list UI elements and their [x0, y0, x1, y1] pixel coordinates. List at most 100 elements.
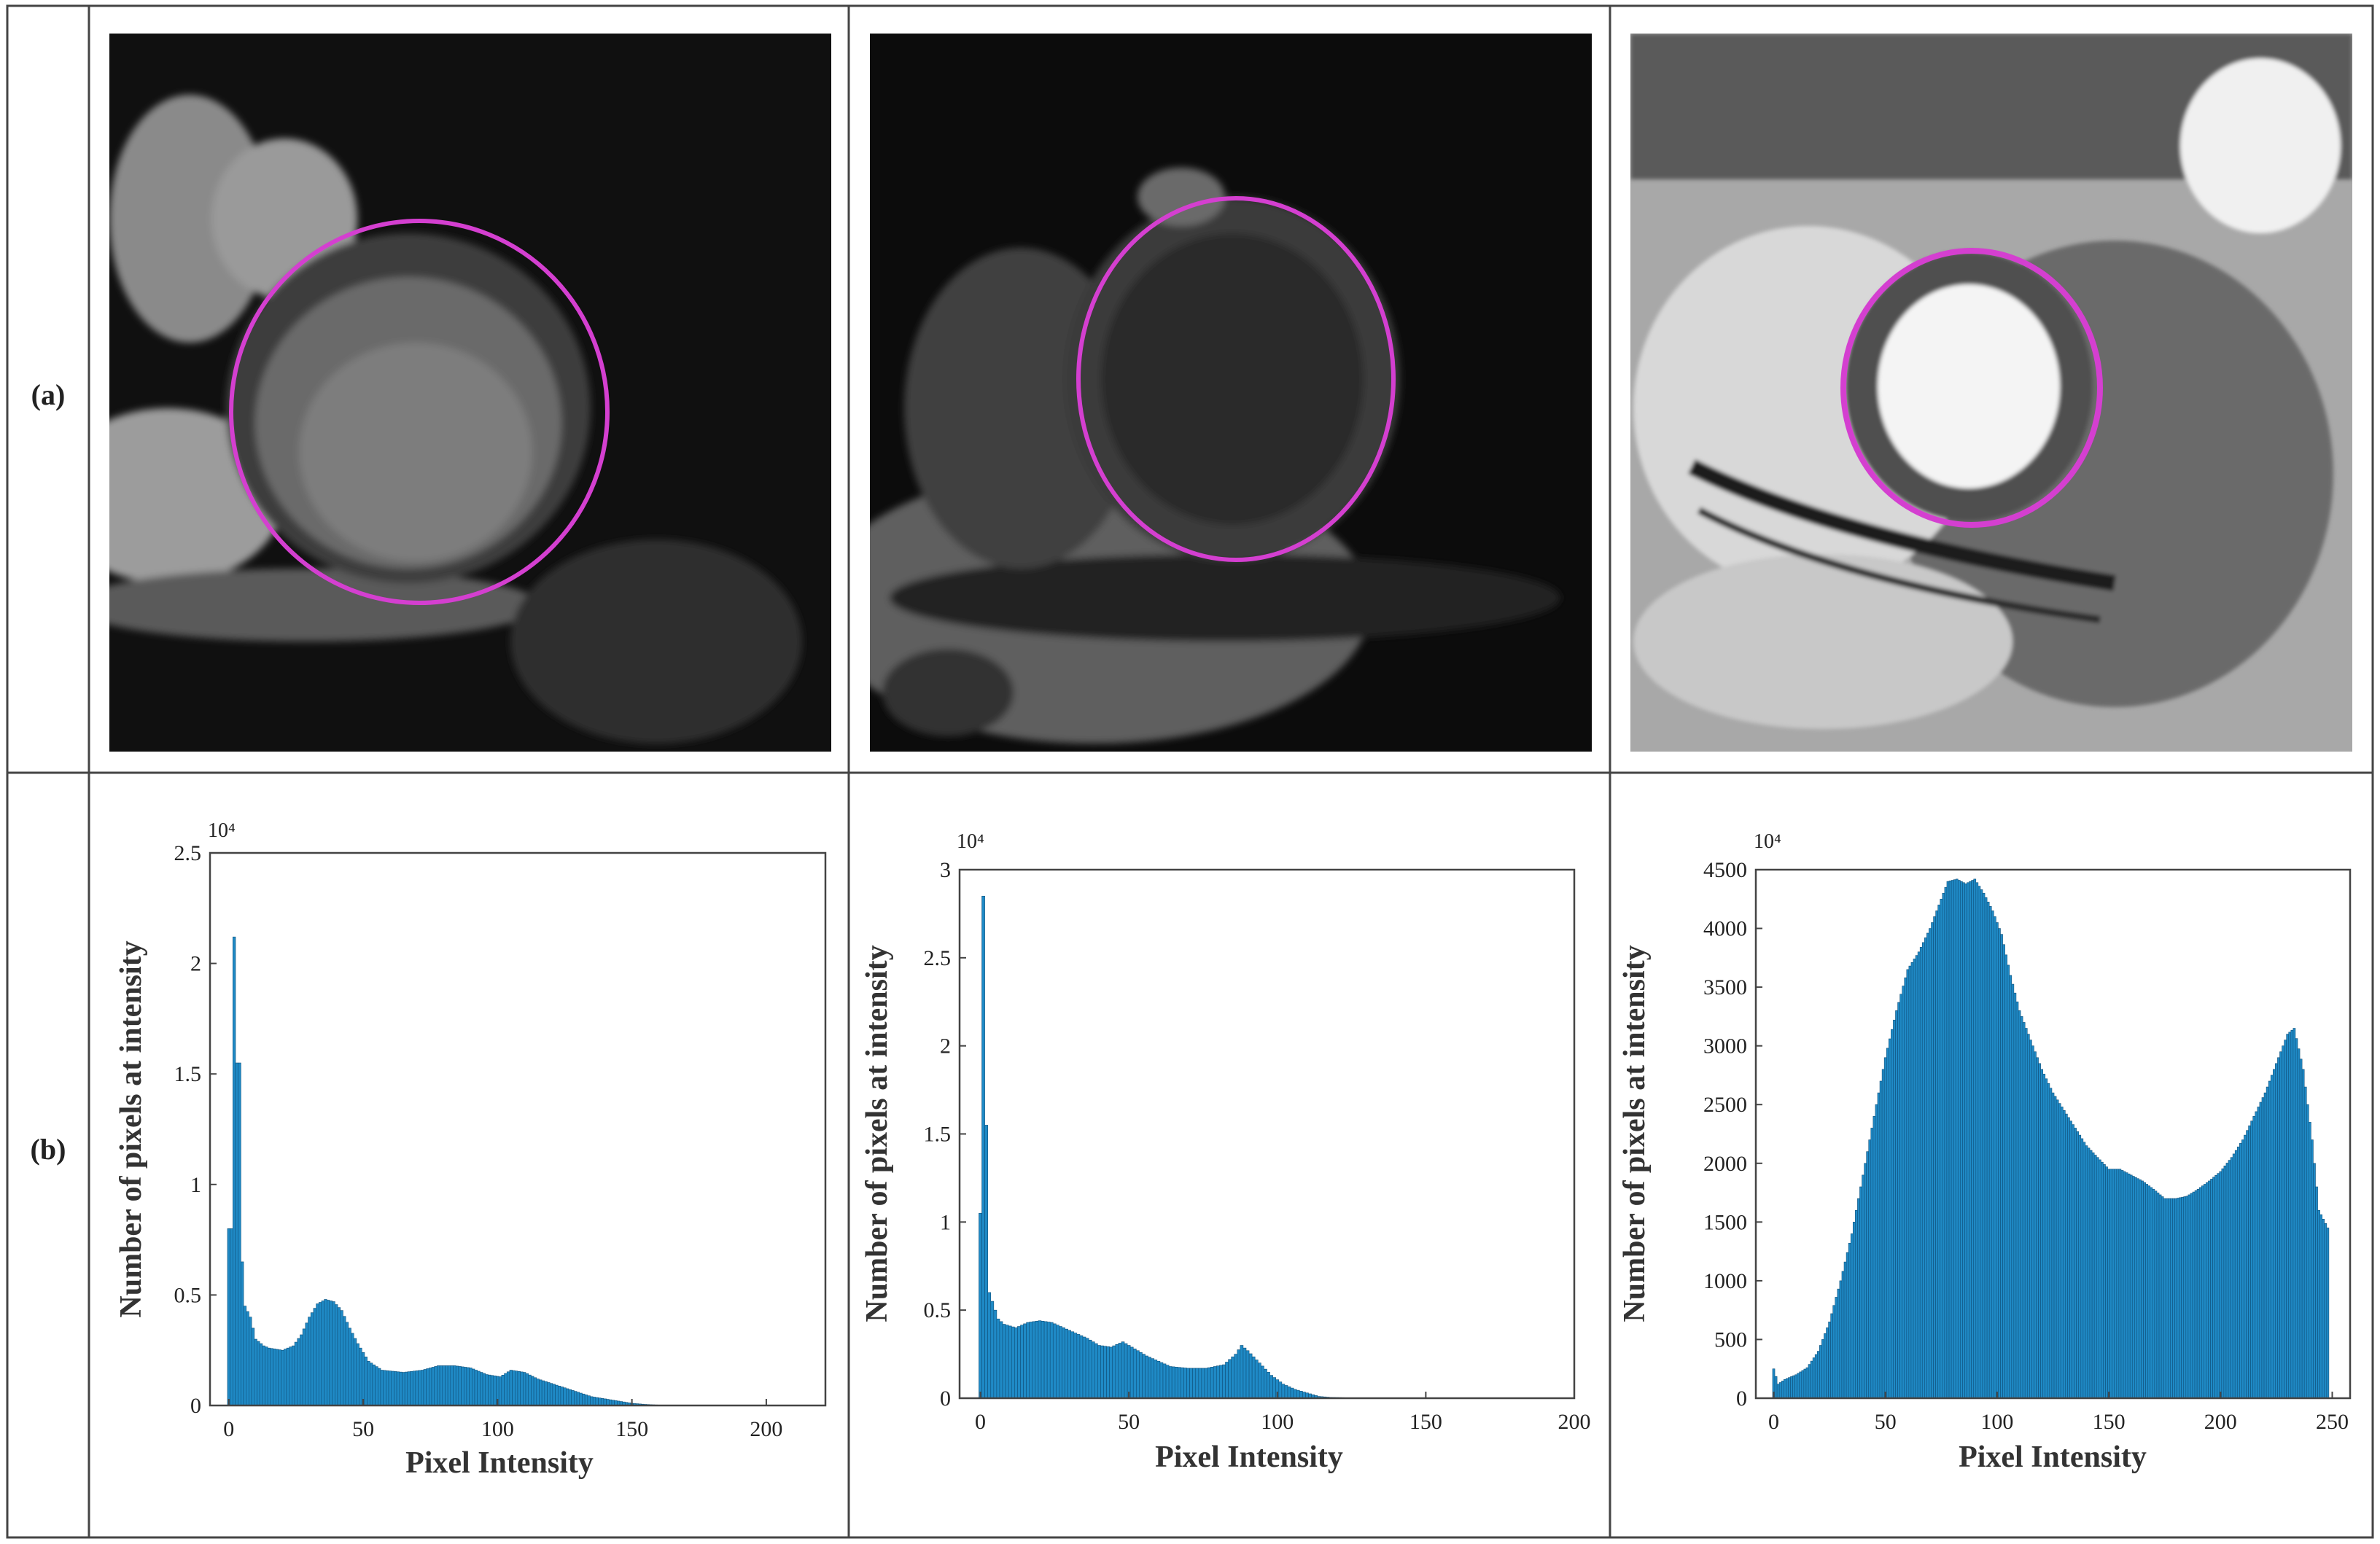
histogram-bar	[2250, 1120, 2254, 1399]
histogram-bar	[418, 1370, 421, 1406]
histogram-bar	[1897, 1002, 1900, 1399]
histogram-bar	[402, 1372, 405, 1406]
histogram-bar	[2078, 1134, 2082, 1399]
x-tick-label: 200	[750, 1417, 782, 1441]
histogram-bar	[1781, 1381, 1784, 1399]
histogram-bar	[2145, 1184, 2149, 1399]
histogram-bar	[2263, 1092, 2267, 1399]
histogram-bar	[1908, 965, 1912, 1399]
histogram-bar	[509, 1370, 513, 1406]
histogram-bar	[2000, 934, 2003, 1399]
x-tick-label: 0	[223, 1417, 234, 1441]
histogram-bar	[450, 1365, 454, 1406]
histogram-bar	[1085, 1338, 1089, 1399]
contour-1	[229, 219, 610, 605]
histogram-bar	[1213, 1366, 1217, 1399]
histogram-bar	[2082, 1142, 2086, 1399]
histogram-bar	[324, 1299, 327, 1406]
histogram-bar	[246, 1311, 249, 1406]
histogram-bar	[528, 1374, 532, 1406]
histogram-bar	[1038, 1320, 1042, 1399]
histogram-bar	[1228, 1359, 1232, 1399]
histogram-bar	[2303, 1086, 2307, 1399]
histogram-bar	[1837, 1288, 1840, 1399]
histogram-bar	[2248, 1125, 2251, 1399]
histogram-bar	[305, 1322, 308, 1406]
histogram-bar	[321, 1301, 324, 1406]
histogram-bar	[378, 1368, 381, 1406]
histogram-bar	[1076, 1334, 1081, 1399]
histogram-bar	[2228, 1160, 2231, 1399]
histogram-bar	[2192, 1191, 2196, 1399]
y-tick-label: 500	[1714, 1327, 1747, 1352]
histogram-bar	[552, 1384, 556, 1406]
y-tick-label: 1	[940, 1210, 951, 1234]
histogram-1: 10⁴ 0 50 100 150 200 0 0.5 1 1.5 2 2.5 Pixel Inte…	[114, 819, 827, 1480]
histogram-bar	[1931, 922, 1934, 1399]
histogram-bar	[270, 1348, 273, 1406]
histogram-bar	[2208, 1180, 2211, 1399]
histogram-bar	[423, 1369, 427, 1406]
histogram-bar	[555, 1384, 559, 1406]
histogram-bar	[1891, 1029, 1894, 1399]
y-axis-label-3: Number of pixels at intensity	[1618, 945, 1652, 1322]
histogram-bar	[600, 1398, 604, 1406]
histogram-bar	[1778, 1382, 1782, 1399]
histogram-bar	[329, 1301, 333, 1406]
histogram-bar	[2190, 1193, 2193, 1399]
plot-frame-1	[209, 851, 827, 1407]
histogram-bar	[2257, 1107, 2260, 1399]
histogram-bar	[286, 1347, 290, 1406]
histogram-bar	[523, 1372, 526, 1406]
histogram-bar	[525, 1373, 529, 1406]
histogram-bar	[2196, 1188, 2200, 1399]
histogram-bar	[1129, 1346, 1134, 1399]
histogram-bar	[1052, 1323, 1057, 1399]
histogram-bar	[2143, 1182, 2146, 1399]
histogram-bar	[2210, 1179, 2213, 1399]
y-tick-label: 1500	[1703, 1210, 1747, 1234]
histogram-bar	[574, 1391, 578, 1406]
histogram-bar	[1850, 1233, 1854, 1399]
histogram-bar	[1287, 1386, 1291, 1399]
histogram-bar	[1257, 1362, 1261, 1399]
histogram-bar	[1091, 1341, 1095, 1399]
histogram-bar	[367, 1361, 370, 1406]
histogram-bar	[598, 1397, 602, 1406]
histogram-bar	[1245, 1350, 1250, 1399]
histogram-bar	[531, 1376, 534, 1406]
histogram-bar	[2165, 1198, 2169, 1399]
histogram-bar	[987, 1292, 992, 1399]
histogram-bar	[1935, 911, 1938, 1399]
x-tick-label: 50	[1118, 1410, 1140, 1434]
histogram-bar	[2198, 1187, 2202, 1399]
histogram-bar	[2154, 1190, 2158, 1399]
histogram-bar	[302, 1328, 306, 1406]
histogram-bar	[1889, 1038, 1891, 1399]
histogram-bar	[340, 1310, 343, 1406]
histogram-bar	[990, 1301, 995, 1399]
histogram-bar	[1946, 881, 1950, 1399]
histogram-bar	[606, 1399, 610, 1406]
histogram-bar	[2047, 1083, 2050, 1399]
histogram-bar	[2299, 1058, 2303, 1399]
histogram-bar	[488, 1374, 491, 1406]
histogram-bar	[1062, 1327, 1065, 1399]
histogram-bar	[1097, 1345, 1101, 1399]
histogram-bar	[1906, 969, 1910, 1399]
histogram-bar	[2004, 954, 2007, 1399]
histogram-bar	[993, 1309, 998, 1399]
histogram-bar	[361, 1352, 365, 1406]
histogram-bar	[2266, 1086, 2269, 1399]
histogram-bar	[1118, 1343, 1122, 1399]
histogram-bar	[2129, 1174, 2133, 1399]
histogram-bar	[461, 1366, 464, 1406]
histogram-bar	[1933, 916, 1936, 1399]
histogram-bar	[251, 1327, 255, 1406]
histogram-bar	[2131, 1176, 2135, 1399]
x-ticks-1: 0 50 100 150 200	[223, 1399, 782, 1441]
histogram-bar	[2062, 1110, 2066, 1399]
histogram-bar	[2311, 1139, 2314, 1399]
y-tick-label: 2	[190, 952, 201, 976]
